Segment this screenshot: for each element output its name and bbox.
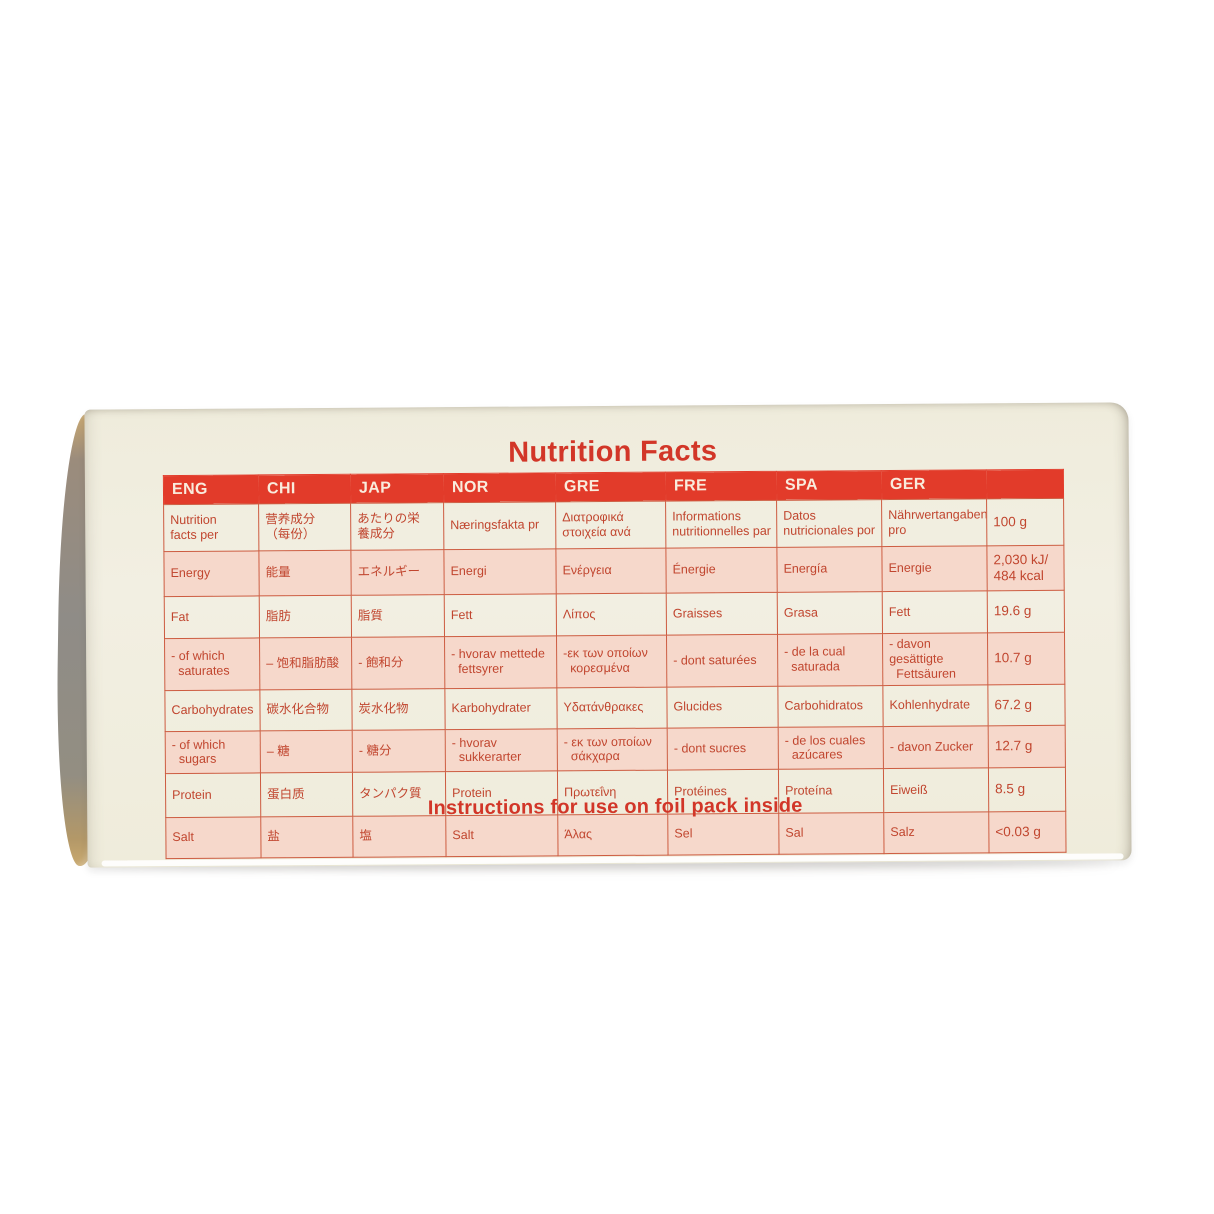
table-cell: - of which sugars [165,731,261,774]
table-cell: Fat [164,595,260,639]
table-cell: Fett [444,593,557,637]
table-cell: - 糖分 [352,729,446,773]
table-cell: Nährwertangaben pro [881,498,987,547]
table-cell: 能量 [258,550,352,596]
table-row: - of which saturates – 饱和脂肪酸 - 飽和分 - hvorav… [164,632,1065,691]
table-cell: Glucides [666,686,779,729]
table-cell: Energy [163,550,260,597]
table-row: Fat 脂肪 脂質 Fett Λίπος Graisses Grasa Fett 19.6 g [164,590,1065,639]
column-header-chi: CHI [258,474,351,504]
table-cell: エネルギー [350,549,445,596]
column-header-amount [986,469,1064,499]
table-cell: 碳水化合物 [259,689,353,732]
table-cell: 炭水化物 [351,688,446,731]
table-cell: 脂質 [351,594,445,638]
table-cell: - de los cuales azúcares [778,726,884,770]
table-cell: Λίπος [556,593,667,636]
table-cell: - 飽和分 [351,636,445,690]
table-cell: - hvorav mettede fettsyrer [444,635,557,689]
table-cell: Salt [445,815,559,857]
table-cell: Nutrition facts per [163,503,259,552]
table-cell: Sel [667,813,780,856]
table-cell: Διατροφικά στοιχεία ανά [555,501,666,549]
table-cell: Energie [881,545,988,592]
table-row: Nutrition facts per 营养成分 （每份） あたりの栄 養成分 Nær… [163,498,1064,552]
amount-cell: <0.03 g [988,811,1067,854]
table-row: Energy 能量 エネルギー Energi Ενέργεια Énergie Energí… [163,545,1065,597]
column-header-eng: ENG [163,474,259,505]
table-cell: Karbohydrater [444,688,558,730]
table-cell: Energi [443,548,557,595]
table-cell: - de la cual saturada [777,633,883,687]
table-cell: Ενέργεια [555,548,667,594]
amount-cell: 19.6 g [987,590,1065,633]
table-cell: – 饱和脂肪酸 [259,637,352,691]
table-cell: Næringsfakta pr [443,501,556,550]
table-cell: Énergie [665,547,778,594]
amount-cell: 67.2 g [987,684,1066,727]
table-cell: 营养成分 （每份） [258,503,351,551]
amount-cell: 100 g [986,498,1064,546]
table-cell: - hvorav sukkerarter [445,729,558,772]
table-row: Carbohydrates 碳水化合物 炭水化物 Karbohydrater Υδατά… [164,684,1066,732]
amount-cell: 2,030 kJ/ 484 kcal [986,545,1065,591]
column-header-ger: GER [881,469,987,500]
table-cell: Sal [778,812,885,855]
table-cell: Salz [883,812,990,854]
table-cell: - εκ των οποίων σάκχαρα [557,728,668,772]
table-cell: Υδατάνθρακες [556,687,668,730]
table-cell: - dont sucres [667,727,779,771]
column-header-jap: JAP [350,473,444,504]
table-cell: -εκ των οποίων κορεσμένα [556,635,667,689]
table-cell: - davon Zucker [883,726,989,769]
table-cell: Carbohidratos [777,685,884,728]
table-cell: Graisses [666,592,778,636]
table-cell: あたりの栄 養成分 [350,502,444,551]
table-cell: - of which saturates [164,637,260,691]
table-cell: 盐 [260,816,354,859]
table-cell: 脂肪 [259,595,352,638]
table-cell: Άλας [557,814,669,857]
table-cell: Grasa [777,591,883,635]
table-cell: 塩 [352,815,447,858]
column-header-spa: SPA [776,470,882,501]
table-cell: – 糖 [260,730,353,774]
table-cell: - davon gesättigte Fettsäuren [882,632,988,686]
table-cell: Fett [882,590,988,634]
table-cell: Kohlenhydrate [882,685,989,727]
table-row: - of which sugars – 糖- 糖分 - hvorav sukkera… [165,725,1066,774]
amount-cell: 10.7 g [987,632,1065,686]
table-cell: - dont saturées [666,634,778,688]
column-header-fre: FRE [665,471,777,502]
table-cell: Salt [165,817,262,859]
table-cell: Carbohydrates [164,690,261,732]
table-cell: Informations nutritionnelles par [665,500,777,549]
amount-cell: 12.7 g [988,725,1066,769]
column-header-nor: NOR [443,472,556,503]
column-header-gre: GRE [555,472,666,502]
table-cell: Datos nutricionales por [776,499,882,548]
nutrition-facts-title: Nutrition Facts [508,435,718,469]
table-cell: Energía [776,546,883,593]
product-box-face: Nutrition Facts ENG CHI JAP NOR GRE FRE SPA GER… [84,402,1132,868]
